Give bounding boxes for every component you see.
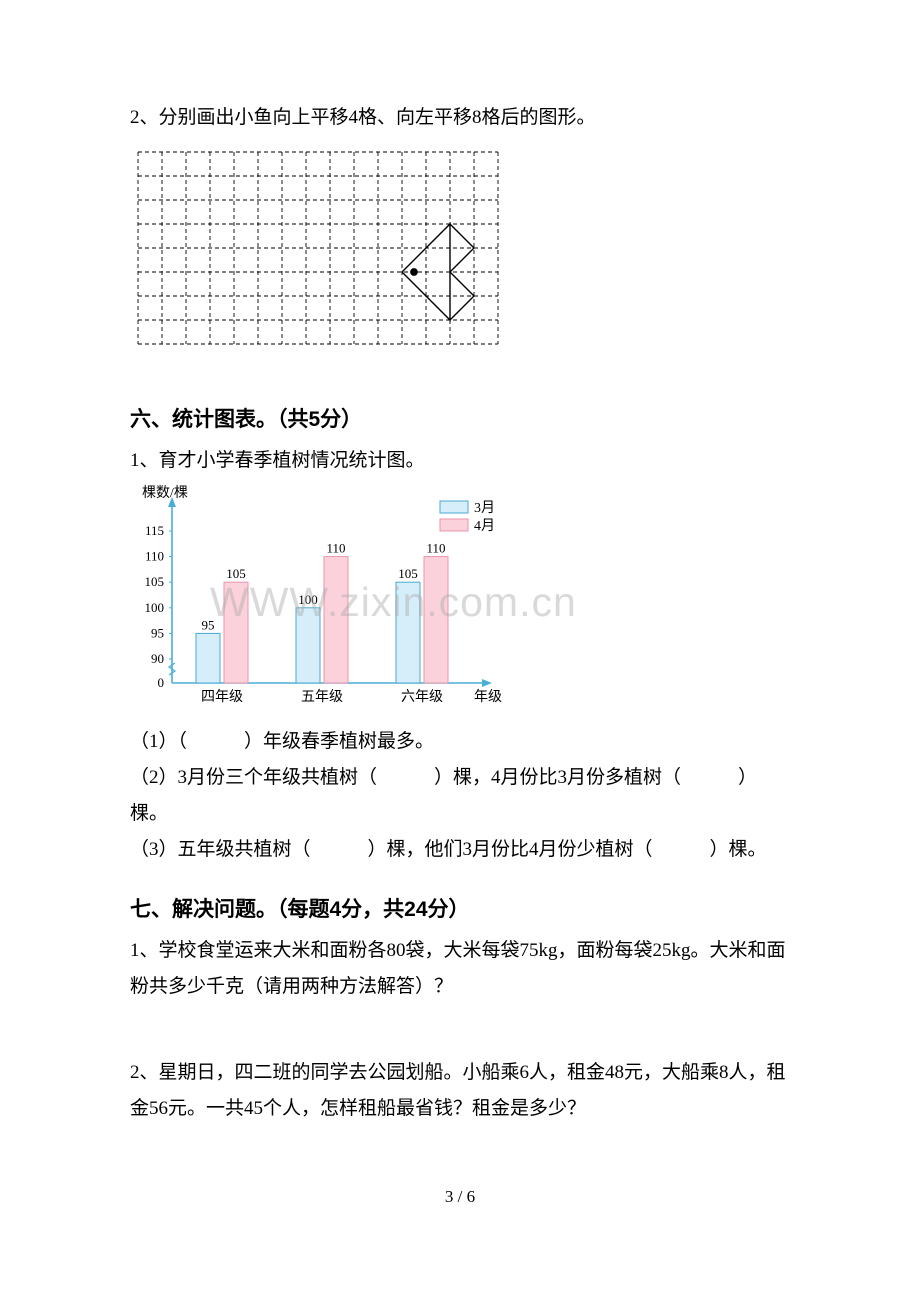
section7-heading: 七、解决问题。（每题4分，共24分） (130, 893, 790, 923)
svg-text:0: 0 (158, 675, 165, 690)
translation-grid (130, 144, 510, 354)
q2-text: 2、分别画出小鱼向上平移4格、向左平移8格后的图形。 (130, 100, 790, 136)
svg-text:105: 105 (226, 566, 246, 581)
svg-text:115: 115 (145, 523, 164, 538)
svg-text:四年级: 四年级 (201, 689, 243, 705)
svg-text:110: 110 (426, 541, 445, 556)
section7-q2: 2、星期日，四二班的同学去公园划船。小船乘6人，租金48元，大船乘8人，租金56… (130, 1055, 790, 1127)
section6-q1-intro: 1、育才小学春季植树情况统计图。 (130, 443, 790, 479)
planting-bar-chart: 棵数/棵 0 90 95 100 105 110 115 3月 4月 95 105 四年级 100 110 五… (130, 483, 530, 713)
section6-sub-q3: （3）五年级共植树（ ）棵，他们3月份比4月份少植树（ ）棵。 (130, 832, 790, 868)
svg-text:110: 110 (326, 541, 345, 556)
svg-text:100: 100 (298, 592, 318, 607)
svg-text:105: 105 (398, 566, 418, 581)
svg-text:五年级: 五年级 (301, 689, 343, 705)
svg-text:110: 110 (145, 549, 164, 564)
svg-text:105: 105 (145, 574, 165, 589)
svg-text:4月: 4月 (474, 518, 495, 534)
svg-text:3月: 3月 (474, 500, 495, 516)
section6-sub-q2: （2）3月份三个年级共植树（ ）棵，4月份比3月份多植树（ ）棵。 (130, 760, 790, 832)
svg-text:95: 95 (202, 618, 215, 633)
page-number: 3 / 6 (130, 1187, 790, 1207)
svg-text:六年级: 六年级 (401, 689, 443, 705)
svg-text:年级: 年级 (474, 689, 502, 705)
svg-text:棵数/棵: 棵数/棵 (142, 485, 188, 501)
svg-text:95: 95 (151, 626, 164, 641)
section6-sub-q1: （1）（ ）年级春季植树最多。 (130, 724, 790, 760)
svg-text:90: 90 (151, 651, 164, 666)
section7-q1: 1、学校食堂运来大米和面粉各80袋，大米每袋75kg，面粉每袋25kg。大米和面… (130, 933, 790, 1005)
svg-text:100: 100 (145, 600, 165, 615)
section6-heading: 六、统计图表。（共5分） (130, 403, 790, 433)
